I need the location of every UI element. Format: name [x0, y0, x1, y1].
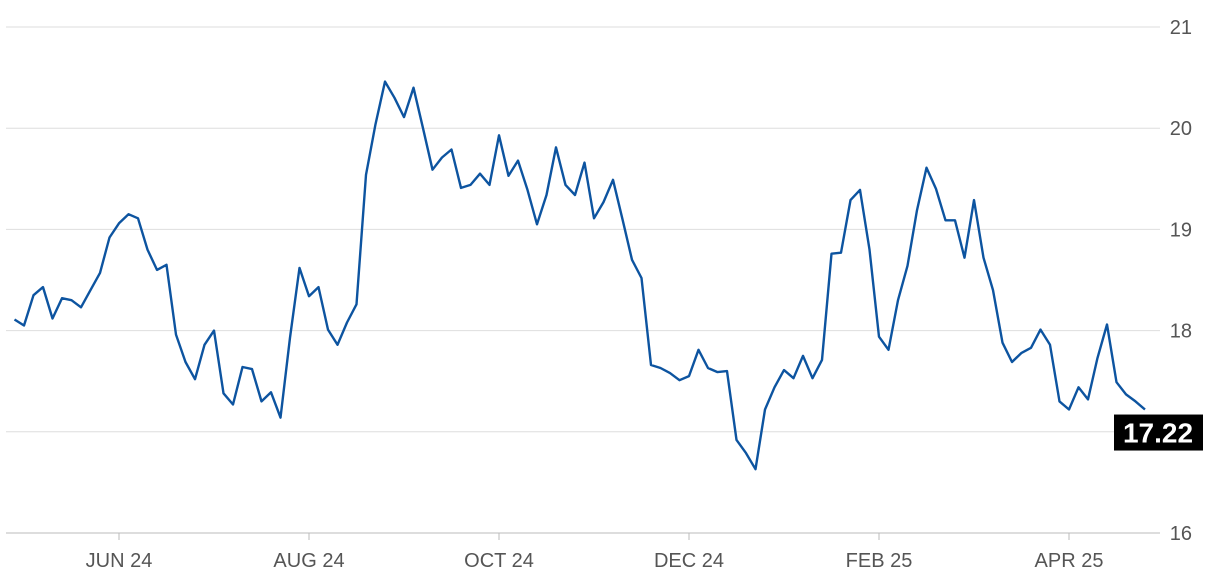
x-tick-label: APR 25: [1035, 550, 1104, 572]
y-tick-label: 19: [1170, 219, 1192, 241]
x-tick-label: FEB 25: [846, 550, 913, 572]
y-tick-label: 18: [1170, 321, 1192, 343]
x-tick-label: AUG 24: [273, 550, 344, 572]
last-value-badge: 17.22: [1114, 414, 1203, 451]
y-tick-label: 21: [1170, 17, 1192, 39]
x-tick-label: JUN 24: [86, 550, 153, 572]
x-tick-label: DEC 24: [654, 550, 724, 572]
last-value-box: [1114, 414, 1203, 451]
x-tick-label: OCT 24: [464, 550, 534, 572]
y-tick-label: 16: [1170, 523, 1192, 545]
price-line: [13, 80, 1146, 471]
last-value-label: 17.22: [1123, 418, 1193, 449]
y-tick-label: 20: [1170, 118, 1192, 140]
